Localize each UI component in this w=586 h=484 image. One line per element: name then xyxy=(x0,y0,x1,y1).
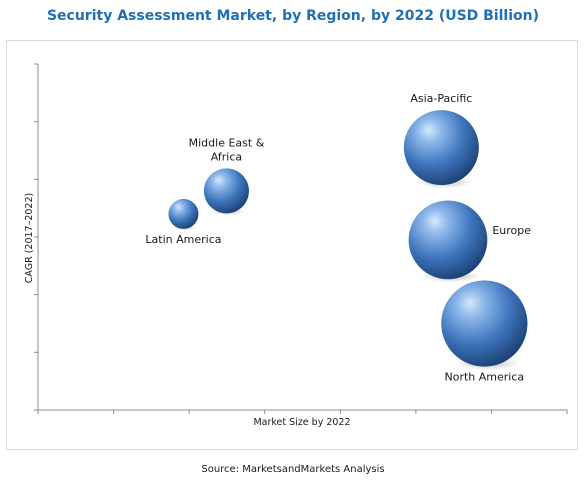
labels-layer: Latin America Middle East & Africa Asia-Pac… xyxy=(145,92,531,384)
bubble-label-europe: Europe xyxy=(492,224,531,237)
bubble-label-middle-east-africa: Middle East & Africa xyxy=(189,136,265,163)
bubble-europe[interactable] xyxy=(408,200,488,283)
bubble-sphere xyxy=(403,110,479,186)
bubble-north-america[interactable] xyxy=(441,280,528,371)
bubble-sphere xyxy=(203,168,249,214)
axes xyxy=(34,63,568,414)
bubble-asia-pacific[interactable] xyxy=(403,110,479,189)
bubble-sphere xyxy=(408,200,488,280)
source-note: Source: MarketsandMarkets Analysis xyxy=(201,464,385,475)
bubble-middle-east-africa[interactable] xyxy=(203,168,249,216)
bubble-label-north-america: North America xyxy=(445,371,525,384)
bubble-label-latin-america: Latin America xyxy=(145,233,221,246)
y-axis-label: CAGR (2017–2022) xyxy=(24,193,35,283)
bubble-latin-america[interactable] xyxy=(168,198,199,231)
x-axis-label: Market Size by 2022 xyxy=(253,417,350,428)
chart-title: Security Assessment Market, by Region, b… xyxy=(46,8,540,24)
bubbles-layer xyxy=(168,110,528,371)
bubble-sphere xyxy=(441,280,528,367)
bubble-sphere xyxy=(168,198,199,229)
chart-frame xyxy=(6,40,578,450)
bubble-label-asia-pacific: Asia-Pacific xyxy=(410,92,472,105)
